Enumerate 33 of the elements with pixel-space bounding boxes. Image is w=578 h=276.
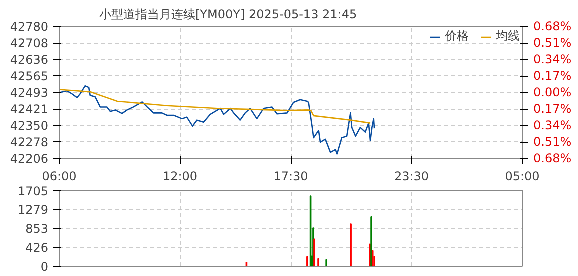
x-tick-label: 17:30 [274,170,308,184]
legend-label: 均线 [496,28,520,45]
y-tick-label: 42565 [10,69,49,84]
line-series [60,89,372,124]
y-tick-label: 1705 [18,184,49,198]
y2-tick-label: 0.00% [534,86,572,100]
y-tick-label: 853 [26,222,48,236]
y-tick-label: 42780 [10,20,49,34]
x-tick-label: 23:30 [394,170,430,184]
y2-tick-label: 0.17% [534,102,572,116]
y2-tick-label: 0.34% [534,52,572,66]
y-tick-label: 42278 [10,135,49,150]
y-tick-label: 42636 [10,53,49,68]
y-tick-label: 426 [26,241,48,256]
y2-tick-label: 0.17% [534,69,572,83]
x-tick-label: 12:00 [162,170,198,184]
chart-title: 小型道指当月连续[YM00Y] 2025-05-13 21:45 [100,8,358,22]
y2-tick-label: 0.51% [534,135,572,149]
y-tick-label: 42206 [10,152,49,166]
y-tick-label: 0 [40,260,49,274]
x-tick-label: 06:00 [42,170,77,184]
y2-tick-label: 0.34% [534,118,572,132]
line-series [60,85,376,155]
y-tick-label: 42493 [10,86,49,100]
y2-tick-label: 0.51% [534,36,572,50]
y-tick-label: 42421 [10,102,49,117]
y2-tick-label: 0.68% [534,20,572,34]
legend-label: 价格 [445,28,469,45]
y-tick-label: 42708 [10,36,49,51]
y2-tick-label: 0.68% [534,152,572,166]
x-tick-label: 05:00 [505,170,540,184]
y-tick-label: 1279 [18,202,49,217]
y-tick-label: 42350 [10,118,49,133]
